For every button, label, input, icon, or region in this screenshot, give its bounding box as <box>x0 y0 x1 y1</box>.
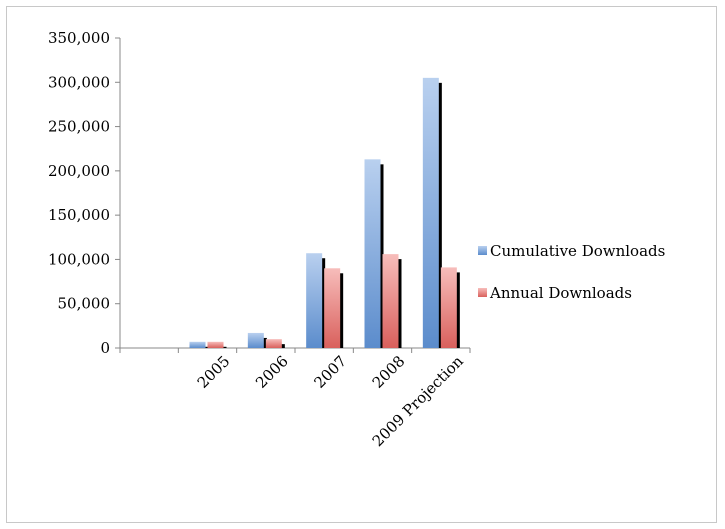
bar-cumulative <box>247 332 264 348</box>
y-tick-label: 100,000 <box>48 250 110 268</box>
chart-frame <box>6 6 717 523</box>
legend-label-annual: Annual Downloads <box>489 284 632 302</box>
bar-annual <box>265 339 282 348</box>
x-tick-label: 2006 <box>252 352 292 392</box>
bar-annual <box>382 254 399 348</box>
legend-swatch-annual <box>478 288 487 297</box>
bar-shadow <box>204 346 209 348</box>
bar-shadow <box>262 337 267 348</box>
bars <box>189 77 460 348</box>
y-tick-label: 300,000 <box>48 73 110 91</box>
bar-annual <box>440 267 457 348</box>
bar-annual <box>207 341 224 348</box>
y-tick-label: 200,000 <box>48 162 110 180</box>
bar-shadow <box>321 258 326 348</box>
bar-cumulative <box>306 253 323 348</box>
bar-shadow <box>222 346 227 348</box>
legend: Cumulative Downloads Annual Downloads <box>478 242 665 302</box>
x-tick-label: 2005 <box>194 352 234 392</box>
y-tick-label: 50,000 <box>58 295 111 313</box>
bar-shadow <box>397 259 402 348</box>
y-tick-label: 350,000 <box>48 29 110 47</box>
bar-shadow <box>280 344 285 348</box>
bar-shadow <box>339 273 344 348</box>
bar-cumulative <box>189 341 206 348</box>
y-tick-label: 0 <box>100 339 110 357</box>
legend-swatch-cumulative <box>478 246 487 255</box>
bar-shadow <box>379 164 384 348</box>
y-tick-label: 150,000 <box>48 206 110 224</box>
bar-cumulative <box>364 159 381 348</box>
bar-shadow <box>455 272 460 348</box>
bar-annual <box>324 268 341 348</box>
x-tick-label: 2008 <box>369 352 409 392</box>
y-axis: 0 50,000 100,000 150,000 200,000 250,000 300,0… <box>48 29 121 357</box>
bar-shadow <box>437 82 442 348</box>
y-tick-label: 250,000 <box>48 118 110 136</box>
legend-label-cumulative: Cumulative Downloads <box>490 242 665 260</box>
bar-cumulative <box>422 77 439 348</box>
x-tick-label: 2007 <box>310 352 350 392</box>
